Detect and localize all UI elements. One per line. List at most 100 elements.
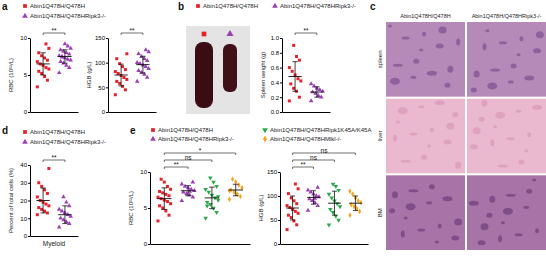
point: [160, 178, 163, 181]
legend-marker: [23, 130, 27, 134]
point: [169, 202, 172, 205]
histology-texture: [489, 196, 495, 203]
point: [37, 70, 40, 73]
tick: 50: [98, 85, 108, 91]
tick-label: 10: [140, 169, 147, 175]
histology-texture: [471, 88, 477, 93]
histology-texture: [517, 53, 521, 56]
legend-marker: [150, 136, 156, 141]
series: [57, 194, 73, 228]
tick-mark: [280, 38, 282, 39]
row-label: spleen: [377, 50, 383, 68]
legend: Abin1Q478H/Q478HAbin1Q478H/Q478HRipk3-/-: [22, 129, 106, 145]
sig-label: **: [174, 161, 180, 168]
point: [297, 187, 300, 190]
histology-texture: [495, 112, 505, 119]
tick-mark: [28, 236, 30, 237]
point: [289, 82, 292, 85]
tick-label: 0.4: [271, 80, 280, 86]
tick: 0.4: [271, 80, 282, 86]
point: [295, 55, 298, 58]
error-cap: [161, 209, 167, 210]
point: [291, 70, 294, 73]
legend-label: Abin1Q478H/Q478HRipk1K45A/K45A: [270, 127, 371, 133]
point: [295, 202, 298, 205]
point: [67, 203, 72, 207]
x-axis: [31, 236, 79, 237]
point: [286, 204, 289, 207]
histology-texture: [479, 117, 485, 122]
tick-mark: [28, 38, 30, 39]
legend-marker: [263, 136, 267, 143]
point: [46, 59, 49, 62]
point: [46, 192, 49, 195]
legend: Abin1Q478H/Q478HAbin1Q478H/Q478HRipk3-/-…: [150, 127, 371, 142]
error-cap: [62, 49, 67, 50]
histology-texture: [404, 217, 408, 220]
tick: 10: [140, 169, 150, 175]
histology-texture: [507, 137, 515, 140]
histology-texture: [401, 160, 411, 163]
legend-item: Abin1Q478H/Q478H: [196, 3, 258, 9]
point: [306, 188, 311, 192]
histology-texture: [524, 149, 528, 152]
sig-label: ns: [185, 154, 193, 161]
histology-texture: [409, 133, 417, 136]
point: [288, 206, 291, 209]
series: [57, 41, 73, 74]
point: [44, 66, 47, 69]
plot-marks: [288, 44, 325, 103]
histology-texture: [435, 100, 445, 105]
histology-texture: [390, 78, 400, 85]
tick-label: 150: [267, 169, 278, 175]
tick-label: 150: [95, 35, 106, 41]
error-cap: [353, 196, 358, 197]
tick-mark: [280, 112, 282, 113]
histology-texture: [438, 224, 442, 229]
sig-label: **: [51, 27, 57, 34]
legend-item: Abin1Q478H/Q478HRipk3-/-: [150, 136, 234, 142]
tick-mark: [148, 172, 150, 173]
tick-label: 0: [102, 109, 106, 115]
histology-texture: [535, 228, 539, 233]
point: [180, 198, 185, 202]
y-axis: 050100150: [95, 35, 109, 115]
point: [124, 88, 127, 91]
point: [36, 213, 39, 216]
x-axis-line: [151, 244, 251, 245]
point: [40, 185, 43, 188]
point: [180, 182, 185, 186]
tick-label: 1.0: [271, 35, 280, 41]
tick: 0: [144, 241, 150, 247]
x-axis: [281, 244, 369, 245]
point: [327, 223, 332, 227]
point: [295, 223, 298, 226]
y-axis-title: RBC (10¹²/L): [128, 191, 134, 225]
histology-texture: [469, 201, 479, 206]
series: [327, 183, 343, 228]
histology-texture: [398, 107, 408, 114]
x-axis-line: [283, 112, 331, 113]
y-axis-title: Spleen weight (g): [260, 52, 266, 99]
series: [157, 178, 173, 223]
column-header: Abin1Q478H/Q478HRipk3-/-: [472, 13, 542, 19]
point: [359, 200, 362, 206]
point: [114, 70, 117, 73]
histology-texture: [413, 59, 419, 64]
error-cap: [118, 85, 123, 86]
histology-texture: [527, 132, 531, 137]
histology-texture: [401, 231, 405, 238]
error-bar: [64, 206, 65, 224]
x-axis: [151, 244, 251, 245]
histology-texture: [516, 110, 522, 113]
legend-item: Abin1Q478H/Q478HRipk3-/-: [22, 13, 106, 19]
tick-label: 0.8: [271, 50, 280, 56]
series: [309, 81, 325, 102]
histology-texture: [419, 49, 423, 52]
point: [114, 93, 117, 96]
histology-texture: [427, 145, 431, 148]
point: [37, 51, 40, 54]
tick-label: 5: [144, 205, 148, 211]
histology-texture: [443, 196, 453, 201]
y-axis-line: [282, 39, 283, 113]
